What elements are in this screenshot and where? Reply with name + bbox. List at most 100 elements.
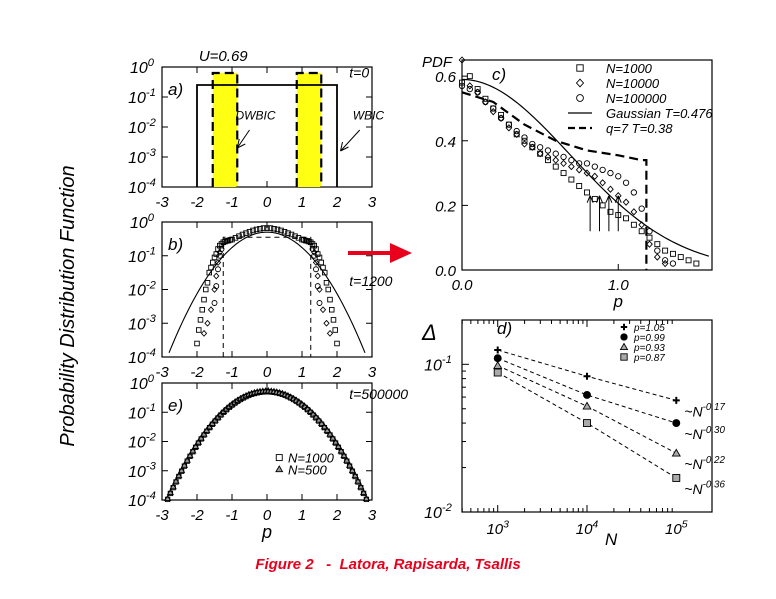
data-point-triangle	[359, 488, 368, 496]
data-point-diamond	[568, 162, 575, 171]
up-arrow-icon	[596, 195, 603, 232]
data-point-square	[285, 230, 291, 236]
legend-label: N=10000	[606, 76, 660, 91]
data-point-square	[206, 269, 212, 276]
data-point-square	[190, 449, 196, 455]
data-point-square	[316, 254, 323, 261]
data-point-circle	[218, 246, 225, 252]
data-point-square	[202, 286, 209, 293]
x-tick-label: 1	[298, 364, 306, 381]
data-point-diamond	[207, 306, 215, 314]
panel-c: 0.0 0.2 0.4 0.6 0.0 1.0 PDF p c) N=1000N=10000N=1…	[422, 54, 713, 311]
data-point-triangle	[331, 438, 340, 445]
data-point-square	[278, 227, 284, 234]
x-tick-label: -1	[225, 364, 238, 381]
data-point-square	[232, 235, 239, 241]
data-point-diamond	[458, 56, 466, 64]
y-tick-label: 10-1	[128, 246, 156, 266]
up-arrow-icon	[614, 195, 622, 232]
data-point-square	[184, 458, 190, 464]
data-point-square	[208, 264, 214, 271]
y-tick-label-base: 10	[128, 350, 146, 367]
y-tick-label-exp: -1	[146, 246, 156, 258]
data-point-square	[325, 286, 332, 293]
y-tick-label: 10-2	[424, 502, 453, 522]
data-point-triangle	[354, 477, 362, 484]
data-point-triangle	[166, 488, 175, 496]
x-axis-label: N	[605, 530, 618, 549]
y-tick-label-base: 10	[128, 316, 146, 333]
legend-label: N=1000	[606, 61, 653, 76]
y-tick-label-exp: -3	[146, 147, 157, 159]
data-point-diamond	[214, 259, 222, 266]
fit-label: ~N-0.36	[684, 480, 725, 497]
data-point-triangle	[317, 419, 326, 426]
q-gaussian-curve	[461, 91, 648, 270]
data-point-triangle	[320, 423, 329, 430]
data-point-triangle	[345, 461, 354, 468]
data-point-square	[281, 229, 288, 235]
y-tick-label: 0.6	[435, 69, 457, 86]
data-point-triangle	[172, 477, 180, 484]
data-point-circle	[213, 283, 220, 290]
data-point-circle	[313, 266, 319, 273]
x-axis-label: p	[261, 522, 272, 542]
data-point-circle	[497, 115, 505, 122]
legend-marker-square	[275, 454, 283, 462]
data-point-circle	[529, 140, 536, 148]
data-point-square	[341, 453, 347, 460]
fit-label: ~N-0.22	[684, 455, 725, 472]
data-point-circle	[493, 354, 502, 363]
figure-caption: Figure 2 - Latora, Rapisarda, Tsallis	[255, 556, 521, 573]
y-tick-label: 100	[130, 57, 155, 77]
data-point-square	[349, 468, 356, 474]
data-point-diamond	[653, 253, 661, 261]
data-point-circle	[474, 89, 481, 96]
panel-label: e)	[168, 396, 183, 415]
data-point-square	[170, 484, 176, 491]
data-point-diamond	[536, 150, 544, 158]
data-point-square	[211, 254, 218, 261]
time-label: t=1200	[349, 273, 392, 289]
legend-marker-square	[576, 64, 584, 72]
data-point-square	[243, 230, 249, 236]
up-arrow-icon	[605, 195, 613, 232]
x-tick-label: 0	[263, 194, 272, 211]
y-tick-label-base: 10	[128, 493, 146, 510]
data-point-diamond	[312, 259, 320, 266]
data-point-diamond	[622, 198, 630, 206]
data-point-square	[646, 234, 653, 241]
legend-label: Gaussian T=0.476	[606, 106, 713, 121]
data-point-triangle	[189, 447, 197, 454]
data-point-triangle	[309, 410, 317, 417]
y-tick-label-base: 10	[128, 283, 146, 300]
y-tick-label-exp: -3	[146, 313, 157, 325]
x-tick-label: 104	[576, 518, 599, 538]
data-point-diamond	[200, 329, 208, 337]
fit-label-base: ~N	[684, 403, 703, 419]
red-arrow-head	[390, 243, 412, 263]
up-arrow-icon	[586, 195, 594, 232]
y-axis-title: Probability Distribution Function	[57, 165, 79, 446]
x-tick-label-exp: 3	[503, 518, 509, 530]
data-point-triangle	[183, 456, 191, 463]
x-tick-label: 1	[298, 194, 306, 211]
y-tick-label: 10-3	[128, 461, 157, 481]
data-point-circle	[622, 179, 630, 186]
panel-label: a)	[168, 80, 183, 99]
data-point-circle	[599, 166, 606, 173]
data-point-square	[197, 317, 204, 323]
data-point-triangle	[323, 426, 331, 433]
data-point-square	[274, 226, 281, 233]
x-tick-label: -3	[155, 364, 169, 381]
data-point-square	[638, 228, 645, 235]
data-point-diamond	[630, 208, 638, 216]
data-point-plus	[494, 346, 502, 354]
data-point-triangle	[351, 471, 359, 479]
data-point-square	[591, 195, 598, 202]
data-point-square	[344, 458, 350, 464]
data-point-square	[607, 208, 614, 215]
y-tick-label: 10-1	[128, 87, 156, 107]
fit-label-base: ~N	[684, 456, 703, 472]
